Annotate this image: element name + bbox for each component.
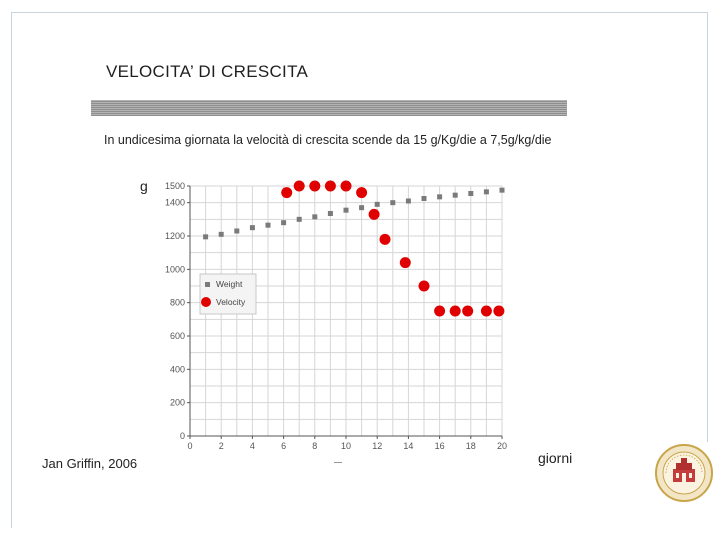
legend-velocity-swatch — [201, 297, 211, 307]
weight-point — [468, 191, 474, 196]
x-tick-label: 20 — [497, 441, 507, 451]
x-tick-label: 8 — [312, 441, 317, 451]
weight-point — [312, 214, 318, 220]
weight-point — [249, 225, 255, 231]
weight-point — [281, 220, 287, 226]
velocity-point — [309, 180, 321, 192]
weight-point — [359, 205, 365, 211]
velocity-point — [480, 305, 492, 317]
x-tick-label: 0 — [187, 441, 192, 451]
x-tick-label: 14 — [403, 441, 413, 451]
weight-point — [421, 196, 427, 201]
weight-point — [343, 207, 349, 213]
x-tick-label: 2 — [219, 441, 224, 451]
slide-title: VELOCITA’ DI CRESCITA — [106, 62, 309, 81]
weight-point — [499, 187, 505, 193]
weight-point — [374, 201, 380, 207]
y-tick-label: 200 — [170, 398, 185, 408]
weight-point — [390, 200, 396, 206]
x-tick-label: 16 — [435, 441, 445, 451]
title-underline-bar — [91, 100, 567, 116]
legend-velocity-label: Velocity — [216, 297, 246, 307]
velocity-point — [434, 305, 446, 317]
velocity-point — [449, 305, 461, 317]
y-tick-label: 400 — [170, 364, 185, 374]
weight-point — [483, 189, 489, 195]
weight-point — [452, 192, 458, 198]
x-tick-label: 18 — [466, 441, 476, 451]
velocity-point — [356, 187, 368, 199]
y-tick-label: 0 — [180, 431, 185, 441]
x-tick-label: 12 — [372, 441, 382, 451]
y-tick-label: 1000 — [165, 264, 185, 274]
y-tick-label: 1500 — [165, 181, 185, 191]
velocity-point — [324, 180, 336, 192]
author-citation: Jan Griffin, 2006 — [42, 456, 138, 471]
slide-frame-right — [707, 12, 708, 442]
velocity-point — [493, 305, 505, 317]
bottom-dash — [334, 462, 342, 463]
velocity-point — [293, 180, 305, 192]
weight-point — [234, 228, 240, 234]
weight-point — [218, 231, 224, 237]
legend-weight-label: Weight — [216, 279, 243, 289]
velocity-point — [462, 305, 474, 317]
slide-frame-top — [12, 12, 708, 13]
y-tick-label: 800 — [170, 298, 185, 308]
x-axis-unit: giorni — [538, 450, 573, 466]
university-seal-logo — [655, 444, 713, 502]
weight-point — [327, 211, 333, 216]
y-tick-label: 1400 — [165, 198, 185, 208]
weight-point — [437, 194, 443, 200]
weight-point — [296, 216, 302, 222]
slide-subtitle: In undicesima giornata la velocità di cr… — [104, 133, 552, 147]
weight-point — [405, 198, 411, 204]
velocity-point — [340, 180, 352, 192]
x-tick-label: 6 — [281, 441, 286, 451]
y-tick-label: 600 — [170, 331, 185, 341]
velocity-point — [368, 208, 380, 220]
x-tick-label: 4 — [250, 441, 255, 451]
y-axis-unit: g — [140, 178, 148, 194]
velocity-point — [379, 233, 391, 245]
legend-box — [199, 273, 257, 315]
velocity-point — [281, 187, 293, 199]
legend-weight-swatch — [205, 282, 210, 287]
slide-frame-left — [11, 12, 12, 528]
weight-point — [265, 222, 271, 228]
growth-chart: 0 200 400 600 800 1000 1200 1400 1500 0 2 4 6 8 10 12 14… — [165, 180, 507, 451]
weight-point — [203, 234, 209, 240]
x-tick-label: 10 — [341, 441, 351, 451]
velocity-point — [418, 280, 430, 292]
y-tick-label: 1200 — [165, 231, 185, 241]
velocity-point — [399, 257, 411, 269]
